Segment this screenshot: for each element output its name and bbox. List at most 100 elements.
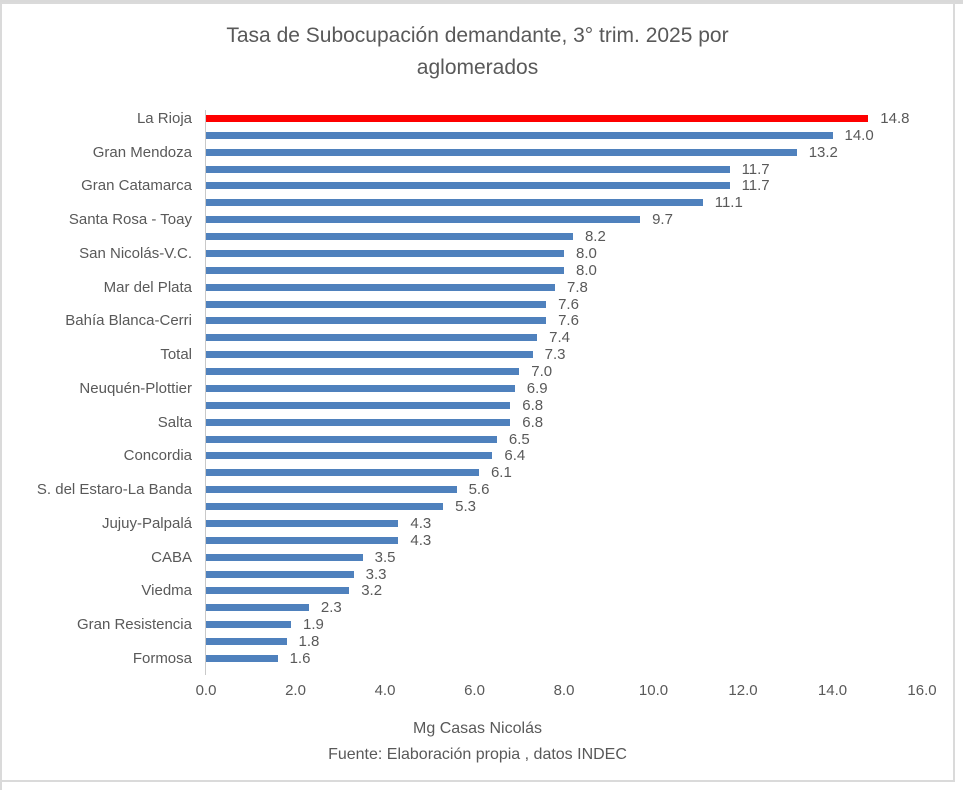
value-label: 6.1 [490, 464, 512, 482]
category-label: Jujuy-Palpalá [101, 514, 192, 532]
bar [206, 300, 547, 308]
value-label: 13.2 [808, 143, 838, 161]
bar [206, 587, 350, 595]
value-label: 11.1 [714, 194, 743, 212]
x-tick-label: 0.0 [195, 682, 217, 699]
bar-track: 13.2 [205, 144, 922, 161]
value-label: 1.6 [289, 649, 311, 667]
bar-row: 4.3 [2, 532, 922, 549]
bar-row: 6.8 [2, 397, 922, 414]
bar-track: 11.1 [205, 194, 922, 211]
bar [206, 435, 497, 443]
bar-row: 7.0 [2, 363, 922, 380]
bar-track: 6.1 [205, 464, 922, 481]
bar-track: 6.4 [205, 447, 922, 465]
bar [206, 621, 292, 629]
bar-row: 6.5 [2, 431, 922, 448]
author-text: Mg Casas Nicolás [413, 720, 542, 737]
bar-track: 7.4 [205, 329, 922, 346]
bar-track: 6.8 [205, 414, 922, 431]
bar-track: 11.7 [205, 161, 922, 178]
bar-track: 6.9 [205, 380, 922, 397]
bar [206, 249, 564, 257]
value-label: 7.4 [549, 329, 570, 347]
y-axis-line [205, 666, 922, 675]
bar-row: Gran Resistencia 1.9 [2, 616, 922, 633]
x-tick-label: 2.0 [285, 682, 306, 699]
x-tick-label: 16.0 [907, 682, 937, 699]
bar-highlighted [206, 114, 869, 122]
bar-row: 1.8 [2, 633, 922, 650]
bar-row: Viedma 3.2 [2, 582, 922, 600]
bar-track: 2.3 [205, 599, 922, 616]
bar-track: 7.6 [205, 312, 922, 329]
value-label: 8.0 [576, 261, 597, 279]
value-label: 7.3 [544, 346, 566, 364]
bar-track: 8.0 [205, 245, 922, 262]
bar [206, 283, 556, 291]
value-label: 2.3 [320, 599, 342, 617]
bar-track: 7.0 [205, 363, 922, 380]
bar-row: Bahía Blanca-Cerri 7.6 [2, 312, 922, 329]
bar-track: 5.6 [205, 481, 922, 498]
category-label: Gran Mendoza [92, 143, 192, 161]
bar [206, 131, 833, 139]
bar-track: 4.3 [205, 515, 922, 532]
bar [206, 486, 457, 494]
x-tick-label: 6.0 [464, 682, 485, 699]
bar-row: 2.3 [2, 599, 922, 616]
value-label: 7.8 [567, 278, 588, 296]
bar-track: 14.0 [205, 127, 922, 144]
category-label: Viedma [141, 582, 192, 600]
bar-track: 7.8 [205, 279, 922, 296]
category-label: Gran Resistencia [76, 616, 192, 634]
value-label: 4.3 [410, 531, 432, 549]
bar-row: 11.7 [2, 161, 922, 178]
value-label: 1.9 [303, 616, 324, 634]
bar [206, 317, 547, 325]
bar [206, 233, 573, 241]
value-label: 7.6 [558, 295, 579, 313]
category-label: S. del Estaro-La Banda [36, 481, 192, 499]
chart-title: Tasa de Subocupación demandante, 3° trim… [2, 20, 953, 84]
bar [206, 165, 730, 173]
chart-title-line2: aglomerados [416, 56, 539, 79]
value-label: 8.2 [584, 228, 606, 246]
bar [206, 182, 730, 190]
bar-row: 7.6 [2, 296, 922, 313]
bar [206, 536, 399, 544]
x-tick-label: 14.0 [817, 682, 848, 699]
bar [206, 503, 444, 511]
category-label: Formosa [132, 649, 192, 667]
category-label: Santa Rosa - Toay [68, 211, 192, 229]
value-label: 3.3 [365, 565, 387, 583]
value-label: 11.7 [741, 177, 770, 195]
bar-row: Neuquén-Plottier 6.9 [2, 380, 922, 397]
x-axis: 0.0 2.0 4.0 6.0 8.0 10.0 12.0 14.0 16.0 [196, 682, 937, 702]
bar-row: 8.2 [2, 228, 922, 245]
value-label: 1.8 [298, 633, 320, 651]
value-label: 11.7 [741, 160, 770, 178]
category-label: San Nicolás-V.C. [79, 244, 192, 262]
bar-track: 1.6 [205, 650, 922, 667]
value-label: 6.4 [504, 447, 526, 465]
bar [206, 418, 511, 426]
bar [206, 570, 354, 578]
value-label: 6.8 [522, 396, 544, 414]
bar [206, 519, 399, 527]
bar-row: Gran Catamarca 11.7 [2, 177, 922, 195]
bar-track: 7.6 [205, 296, 922, 313]
category-label: Gran Catamarca [81, 177, 192, 195]
bar-track: 6.8 [205, 397, 922, 414]
category-label: Total [160, 346, 192, 364]
bar [206, 368, 520, 376]
bar-track: 7.3 [205, 346, 922, 363]
bar-track: 5.3 [205, 498, 922, 515]
bar-row: S. del Estaro-La Banda 5.6 [2, 481, 922, 498]
plot-area: La Rioja 14.8 14.0 Gran Mendoza 13.2 11.7 Gran… [2, 110, 922, 675]
bar-row: CABA 3.5 [2, 549, 922, 566]
bar-track: 1.8 [205, 633, 922, 650]
value-label: 14.0 [844, 126, 874, 144]
bar-row: 3.3 [2, 566, 922, 583]
